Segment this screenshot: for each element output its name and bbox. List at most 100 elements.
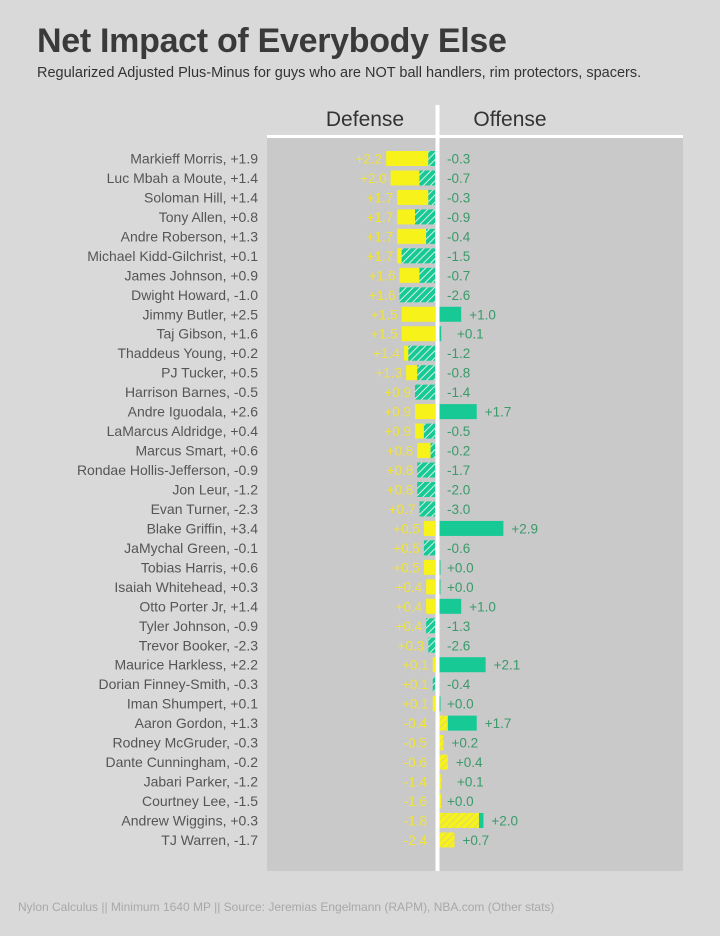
offense-value-label: -0.2 (447, 444, 470, 459)
defense-bar (432, 696, 435, 712)
player-label: Markieff Morris, +1.9 (130, 151, 258, 167)
player-label: Tyler Johnson, -0.9 (139, 618, 258, 634)
player-label: Taj Gibson, +1.6 (156, 326, 258, 342)
defense-offset-bar (417, 462, 435, 478)
defense-offset-bar (426, 228, 435, 244)
defense-value-label: -0.6 (404, 755, 427, 770)
offense-bar (439, 657, 486, 673)
defense-value-label: +2.2 (356, 152, 383, 167)
defense-value-label: +1.5 (371, 307, 398, 322)
offense-value-label: -0.3 (447, 190, 470, 205)
defense-offset-bar (408, 345, 435, 361)
defense-offset-bar (423, 423, 435, 439)
offense-bar (439, 326, 442, 342)
defense-value-label: +0.8 (387, 482, 414, 497)
defense-value-label: +0.1 (402, 658, 429, 673)
offense-bar (447, 715, 477, 731)
defense-header: Defense (326, 108, 404, 131)
offense-value-label: +2.9 (511, 521, 538, 536)
defense-offset-bar (399, 287, 435, 303)
offense-value-label: +1.7 (485, 716, 512, 731)
player-label: Trevor Booker, -2.3 (139, 637, 259, 653)
defense-bar (415, 423, 424, 439)
player-label: Courtney Lee, -1.5 (142, 793, 258, 809)
player-label: Jabari Parker, -1.2 (144, 774, 259, 790)
player-label: Jimmy Butler, +2.5 (142, 306, 258, 322)
player-label: Iman Shumpert, +0.1 (127, 696, 258, 712)
defense-value-label: +1.6 (369, 288, 396, 303)
offense-value-label: -1.3 (447, 619, 470, 634)
offense-value-label: +2.0 (491, 813, 518, 828)
defense-value-label: +0.4 (395, 599, 422, 614)
defense-value-label: +1.3 (375, 366, 402, 381)
player-label: JaMychal Green, -0.1 (124, 540, 258, 556)
chart-subtitle: Regularized Adjusted Plus-Minus for guys… (37, 65, 642, 81)
offense-offset-bar (439, 715, 448, 731)
header-rule (267, 135, 683, 138)
defense-value-label: +0.5 (393, 560, 420, 575)
offense-value-label: -1.4 (447, 385, 471, 400)
offense-value-label: +0.4 (456, 755, 483, 770)
offense-value-label: +0.0 (447, 794, 474, 809)
defense-value-label: +0.8 (387, 444, 414, 459)
defense-value-label: +0.5 (393, 521, 420, 536)
defense-offset-bar (401, 248, 435, 264)
offense-offset-bar (439, 774, 442, 790)
offense-value-label: +0.0 (447, 697, 474, 712)
offense-value-label: -2.6 (447, 288, 470, 303)
defense-bar (423, 520, 435, 536)
defense-bar (397, 248, 402, 264)
player-label: TJ Warren, -1.7 (161, 832, 258, 848)
player-label: Rondae Hollis-Jefferson, -0.9 (77, 462, 258, 478)
defense-value-label: +0.4 (395, 580, 422, 595)
defense-bar (432, 657, 435, 673)
offense-offset-bar (439, 812, 479, 828)
defense-bar (397, 189, 429, 205)
player-label: Dante Cunningham, -0.2 (105, 754, 258, 770)
defense-value-label: +0.9 (384, 424, 411, 439)
defense-offset-bar (426, 618, 435, 634)
defense-value-label: +0.1 (402, 677, 429, 692)
offense-header: Offense (473, 108, 546, 131)
defense-value-label: +1.4 (373, 346, 400, 361)
defense-value-label: +0.1 (402, 697, 429, 712)
defense-value-label: +0.3 (398, 638, 425, 653)
player-label: Tony Allen, +0.8 (159, 209, 258, 225)
chart-title: Net Impact of Everybody Else (37, 22, 507, 60)
player-label: LaMarcus Aldridge, +0.4 (107, 423, 259, 439)
defense-value-label: -0.5 (404, 736, 427, 751)
offense-value-label: -0.4 (447, 229, 471, 244)
offense-bar (439, 559, 441, 575)
defense-value-label: +1.5 (371, 327, 398, 342)
defense-offset-bar (419, 170, 435, 186)
offense-bar (478, 812, 484, 828)
defense-bar (403, 345, 409, 361)
player-label: Isaiah Whitehead, +0.3 (114, 579, 258, 595)
defense-value-label: +0.9 (384, 405, 411, 420)
defense-value-label: -1.6 (404, 794, 427, 809)
offense-value-label: +0.1 (457, 775, 484, 790)
offense-value-label: -0.7 (447, 268, 470, 283)
defense-value-label: -2.4 (404, 833, 428, 848)
offense-bar (439, 404, 477, 420)
plot-panel (267, 137, 683, 871)
offense-bar (439, 598, 462, 614)
defense-offset-bar (417, 365, 435, 381)
defense-bar (423, 559, 435, 575)
player-label: Tobias Harris, +0.6 (141, 559, 258, 575)
offense-value-label: +0.7 (463, 833, 490, 848)
player-label: PJ Tucker, +0.5 (161, 365, 258, 381)
defense-offset-bar (428, 637, 435, 653)
offense-value-label: -0.6 (447, 541, 470, 556)
player-label: Andre Roberson, +1.3 (121, 228, 259, 244)
offense-value-label: -3.0 (447, 502, 470, 517)
defense-value-label: +0.9 (384, 385, 411, 400)
offense-bar (439, 520, 504, 536)
offense-offset-bar (439, 735, 444, 751)
offense-value-label: -2.0 (447, 482, 470, 497)
offense-bar (439, 696, 441, 712)
defense-bar (401, 326, 435, 342)
player-label: Evan Turner, -2.3 (151, 501, 259, 517)
player-label: Harrison Barnes, -0.5 (125, 384, 258, 400)
defense-value-label: -1.8 (404, 813, 427, 828)
